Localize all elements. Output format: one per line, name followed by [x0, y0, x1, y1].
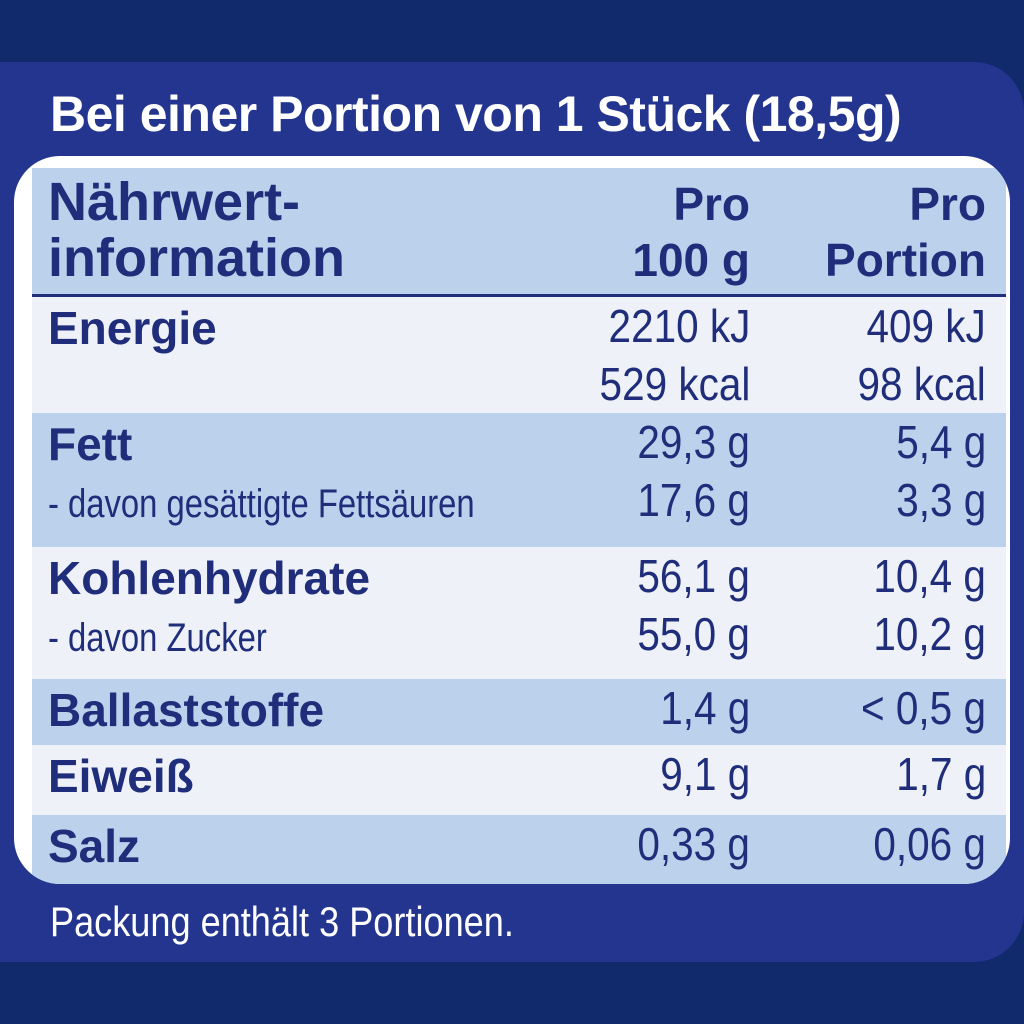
header-name-line1: Nährwert- [48, 172, 301, 232]
table-row-fiber: Ballaststoffe 1,4 g < 0,5 g [32, 679, 1006, 745]
carbs-portion: 10,4 g 10,2 g [873, 547, 986, 663]
salt-per100-value: 0,33 g [637, 818, 750, 870]
protein-portion-value: 1,7 g [895, 748, 986, 800]
energy-portion: 409 kJ 98 kcal [858, 297, 986, 413]
fiber-per100-value: 1,4 g [659, 682, 750, 734]
saturated-fat-per100-value: 17,6 g [637, 474, 750, 526]
header-name-line2: information [48, 228, 345, 288]
header-portion-line1: Pro [909, 178, 986, 230]
table-row-protein: Eiweiß 9,1 g 1,7 g [32, 745, 1006, 815]
protein-label: Eiweiß [48, 750, 194, 802]
fat-per100: 29,3 g 17,6 g [637, 413, 750, 529]
carbs-label: Kohlenhydrate [48, 552, 371, 604]
saturated-fat-label: - davon gesättigte Fettsäuren [48, 482, 475, 526]
header-per100-line2: 100 g [632, 234, 750, 286]
nutrition-table: Nährwert- information Pro 100 g Pro Port… [32, 168, 1006, 884]
energy-per100: 2210 kJ 529 kcal [599, 297, 750, 413]
portions-note: Packung enthält 3 Portionen. [50, 898, 514, 945]
fat-portion-value: 5,4 g [895, 416, 986, 468]
table-header-row: Nährwert- information Pro 100 g Pro Port… [32, 168, 1006, 297]
carbs-per100-value: 56,1 g [637, 550, 750, 602]
sugar-label: - davon Zucker [48, 616, 267, 660]
sugar-portion-value: 10,2 g [873, 608, 986, 660]
energy-per100-kj: 2210 kJ [608, 300, 750, 352]
header-portion-cell: Pro Portion [825, 168, 986, 288]
header-per100-cell: Pro 100 g [632, 168, 750, 288]
saturated-fat-portion-value: 3,3 g [895, 474, 986, 526]
table-row-carbs: Kohlenhydrate - davon Zucker 56,1 g 55,0… [32, 547, 1006, 679]
fiber-portion-value: < 0,5 g [861, 682, 986, 734]
fat-label-cell: Fett - davon gesättigte Fettsäuren [48, 413, 568, 535]
table-row-energy: Energie 2210 kJ 529 kcal 409 kJ 98 kcal [32, 297, 1006, 413]
fiber-label: Ballaststoffe [48, 684, 325, 736]
energy-per100-kcal: 529 kcal [599, 358, 750, 410]
salt-label: Salz [48, 820, 141, 872]
portion-title: Bei einer Portion von 1 Stück (18,5g) [50, 86, 902, 142]
header-portion-line2: Portion [825, 234, 986, 286]
carbs-portion-value: 10,4 g [873, 550, 986, 602]
header-name-cell: Nährwert- information [48, 168, 345, 286]
fat-portion: 5,4 g 3,3 g [896, 413, 986, 529]
nutrition-table-card: Nährwert- information Pro 100 g Pro Port… [14, 156, 1010, 884]
energy-label: Energie [48, 302, 217, 354]
table-row-salt: Salz 0,33 g 0,06 g [32, 815, 1006, 884]
salt-portion-value: 0,06 g [873, 818, 986, 870]
fat-label: Fett [48, 418, 133, 470]
sugar-per100-value: 55,0 g [637, 608, 750, 660]
header-per100-line1: Pro [673, 178, 750, 230]
carbs-label-cell: Kohlenhydrate - davon Zucker [48, 547, 370, 669]
table-row-fat: Fett - davon gesättigte Fettsäuren 29,3 … [32, 413, 1006, 547]
fat-per100-value: 29,3 g [637, 416, 750, 468]
energy-portion-kcal: 98 kcal [857, 358, 986, 410]
energy-portion-kj: 409 kJ [866, 300, 986, 352]
protein-per100-value: 9,1 g [659, 748, 750, 800]
carbs-per100: 56,1 g 55,0 g [637, 547, 750, 663]
